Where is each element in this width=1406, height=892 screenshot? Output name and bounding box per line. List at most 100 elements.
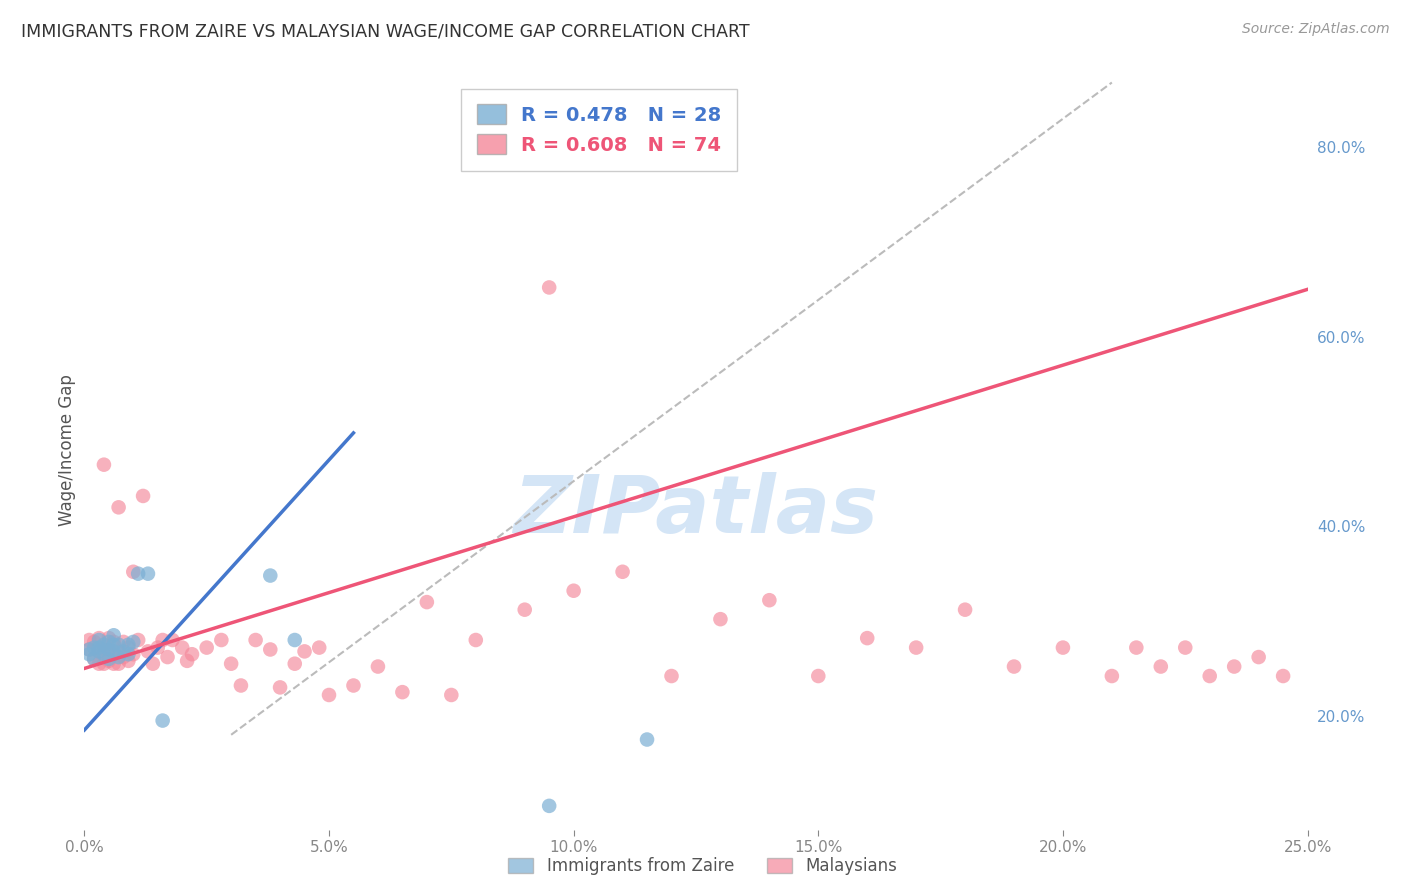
Point (93, 642, 115, 657)
Point (127, 633, 149, 648)
Point (87, 633, 110, 648)
Point (136, 644, 159, 658)
Point (538, 280, 561, 294)
Point (856, 631, 879, 645)
Point (83, 652, 105, 666)
Point (112, 635, 135, 649)
Point (219, 657, 242, 671)
Point (93, 647, 115, 661)
Point (807, 669, 830, 683)
Point (367, 659, 389, 673)
Point (107, 644, 129, 658)
Point (87, 644, 110, 658)
Point (97, 631, 120, 645)
Point (87, 640, 110, 655)
Point (117, 640, 139, 655)
Point (953, 603, 976, 617)
Point (1198, 669, 1220, 683)
Point (284, 657, 307, 671)
Point (284, 633, 307, 648)
Point (136, 566, 159, 581)
Point (87, 644, 110, 658)
Point (661, 669, 683, 683)
Point (229, 679, 252, 693)
Point (127, 566, 149, 581)
Point (318, 688, 340, 702)
Point (294, 644, 316, 658)
Point (83, 635, 105, 649)
Point (538, 798, 561, 813)
Point (259, 568, 281, 582)
Point (1101, 669, 1123, 683)
Point (112, 650, 135, 665)
Point (87, 657, 110, 671)
Point (83, 652, 105, 666)
Point (122, 635, 145, 649)
Point (176, 654, 198, 668)
Point (464, 633, 486, 648)
Legend: R = 0.478   N = 28, R = 0.608   N = 74: R = 0.478 N = 28, R = 0.608 N = 74 (461, 88, 737, 170)
Point (152, 714, 174, 728)
Point (103, 628, 125, 642)
Point (1125, 640, 1147, 655)
Point (117, 638, 139, 652)
Point (122, 647, 145, 661)
Point (83, 640, 105, 655)
Point (107, 657, 129, 671)
Point (97, 652, 120, 666)
Point (1174, 640, 1197, 655)
Point (1052, 640, 1074, 655)
Point (142, 657, 165, 671)
Point (758, 593, 780, 607)
Point (107, 500, 129, 515)
Point (77, 633, 100, 648)
Point (97, 654, 120, 668)
Point (391, 685, 413, 699)
Point (342, 679, 364, 693)
Point (612, 565, 634, 579)
Point (97, 642, 120, 657)
Point (93, 657, 115, 671)
Point (1247, 650, 1270, 665)
Point (562, 583, 585, 598)
Point (103, 644, 125, 658)
Point (209, 633, 232, 648)
Legend: Immigrants from Zaire, Malaysians: Immigrants from Zaire, Malaysians (501, 849, 905, 884)
Point (1272, 669, 1295, 683)
Point (97, 635, 120, 649)
Point (709, 612, 731, 626)
Point (905, 640, 928, 655)
Point (77, 642, 100, 657)
Point (93, 458, 115, 472)
Point (195, 640, 218, 655)
Point (162, 633, 184, 648)
Point (97, 642, 120, 657)
Point (93, 638, 115, 652)
Point (245, 633, 267, 648)
Point (77, 647, 100, 661)
Point (103, 647, 125, 661)
Point (87, 631, 110, 645)
Point (122, 565, 145, 579)
Point (112, 644, 135, 658)
Point (77, 642, 100, 657)
Point (416, 595, 439, 609)
Point (156, 650, 179, 665)
Point (1150, 659, 1173, 673)
Point (107, 638, 129, 652)
Text: Source: ZipAtlas.com: Source: ZipAtlas.com (1241, 22, 1389, 37)
Point (172, 640, 194, 655)
Point (103, 635, 125, 649)
Point (636, 732, 658, 747)
Point (103, 638, 125, 652)
Point (107, 650, 129, 665)
Point (146, 640, 169, 655)
Point (152, 633, 174, 648)
Point (308, 640, 330, 655)
Point (181, 647, 204, 661)
Point (117, 654, 139, 668)
Point (1002, 659, 1025, 673)
Text: ZIPatlas: ZIPatlas (513, 472, 879, 550)
Point (513, 603, 536, 617)
Point (103, 657, 125, 671)
